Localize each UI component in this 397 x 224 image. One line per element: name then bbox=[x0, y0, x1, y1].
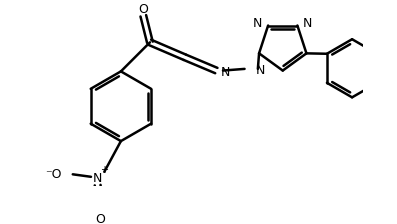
Text: ⁻O: ⁻O bbox=[46, 168, 62, 181]
Text: +: + bbox=[100, 165, 108, 175]
Text: N: N bbox=[93, 172, 102, 185]
Text: N: N bbox=[253, 17, 262, 30]
Text: N: N bbox=[303, 17, 312, 30]
Text: N: N bbox=[220, 66, 230, 79]
Text: O: O bbox=[95, 213, 105, 224]
Text: O: O bbox=[139, 3, 148, 16]
Text: N: N bbox=[255, 64, 265, 77]
